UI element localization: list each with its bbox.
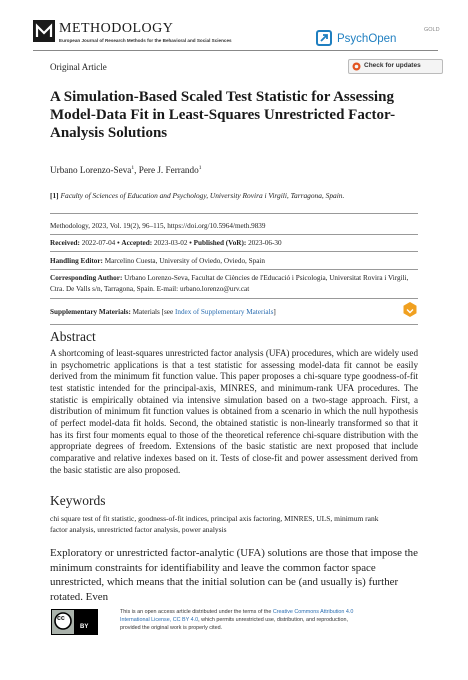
supplementary-suffix: ] bbox=[273, 308, 276, 316]
citation: Methodology, 2023, Vol. 19(2), 96–115, h… bbox=[50, 222, 266, 230]
affiliation-mark: [1] bbox=[50, 191, 59, 200]
publisher-tier: GOLD bbox=[424, 27, 440, 33]
license-prefix: This is an open access article distribut… bbox=[120, 609, 273, 615]
corresponding-author-value: Urbano Lorenzo-Seva, Facultat de Cièncie… bbox=[50, 274, 409, 293]
corresponding-author: Corresponding Author: Urbano Lorenzo-Sev… bbox=[50, 273, 420, 295]
rule bbox=[50, 234, 418, 235]
abstract-heading: Abstract bbox=[50, 329, 96, 344]
license-badge[interactable]: cc BY bbox=[51, 609, 98, 635]
license-text: This is an open access article distribut… bbox=[120, 608, 370, 632]
rule bbox=[50, 213, 418, 214]
supplementary-label: Supplementary Materials: bbox=[50, 308, 131, 316]
author-name: Urbano Lorenzo-Seva bbox=[50, 165, 132, 176]
date-label: Published (VoR): bbox=[193, 239, 247, 247]
authors: Urbano Lorenzo-Seva1, Pere J. Ferrando1 bbox=[50, 165, 201, 175]
date-label: Received: bbox=[50, 239, 80, 247]
corresponding-author-label: Corresponding Author: bbox=[50, 274, 123, 282]
check-updates-label: Check for updates bbox=[364, 62, 421, 69]
affiliation: [1] Faculty of Sciences of Education and… bbox=[50, 191, 344, 201]
journal-logo-icon bbox=[33, 20, 55, 42]
license-link[interactable]: Creative Commons Attribution 4.0 Interna… bbox=[120, 609, 354, 623]
check-updates-button[interactable]: Check for updates bbox=[348, 59, 443, 74]
rule bbox=[50, 269, 418, 270]
license-cc-label: cc bbox=[57, 615, 65, 622]
rule bbox=[50, 324, 418, 325]
license-suffix: , which permits unrestricted use, distri… bbox=[120, 617, 348, 631]
publisher-logo-icon bbox=[316, 30, 332, 46]
supplementary-prefix: Materials [see bbox=[132, 308, 175, 316]
handling-editor-label: Handling Editor: bbox=[50, 257, 103, 265]
date-value: 2023-06-30 bbox=[248, 239, 282, 247]
rule bbox=[50, 298, 418, 299]
affiliation-text: Faculty of Sciences of Education and Psy… bbox=[60, 191, 345, 200]
header-rule bbox=[33, 50, 438, 51]
article-type: Original Article bbox=[50, 62, 107, 72]
author-separator: , bbox=[134, 165, 139, 176]
date-separator: • bbox=[189, 239, 192, 247]
author-affiliation-mark: 1 bbox=[131, 165, 135, 171]
date-label: Accepted: bbox=[121, 239, 153, 247]
article-title: A Simulation-Based Scaled Test Statistic… bbox=[50, 89, 396, 141]
date-value: 2022-07-04 bbox=[81, 239, 116, 247]
license-by-block bbox=[74, 610, 97, 634]
date-value: 2023-03-02 bbox=[153, 239, 188, 247]
supplementary-icon bbox=[403, 302, 417, 317]
publisher-name: PsychOpen bbox=[337, 33, 397, 45]
supplementary: Supplementary Materials: Materials [see … bbox=[50, 307, 276, 317]
author-name: Pere J. Ferrando bbox=[138, 165, 199, 176]
rule bbox=[50, 251, 418, 252]
handling-editor-value: Marcelino Cuesta, University of Oviedo, … bbox=[104, 257, 266, 265]
check-updates-icon bbox=[352, 62, 361, 71]
date-separator: • bbox=[117, 239, 120, 247]
author-affiliation-mark: 1 bbox=[198, 165, 202, 171]
license-by-label: BY bbox=[80, 624, 89, 630]
supplementary-link[interactable]: Index of Supplementary Materials bbox=[174, 308, 274, 316]
dates: Received: 2022-07-04 • Accepted: 2023-03… bbox=[50, 238, 282, 248]
license-cc-icon bbox=[54, 612, 72, 630]
abstract-text: A shortcoming of least-squares unrestric… bbox=[50, 348, 418, 475]
body-paragraph: Exploratory or unrestricted factor-analy… bbox=[50, 547, 418, 603]
keywords-text: chi square test of fit statistic, goodne… bbox=[50, 514, 379, 534]
journal-subtitle: European Journal of Research Methods for… bbox=[59, 38, 232, 43]
handling-editor: Handling Editor: Marcelino Cuesta, Unive… bbox=[50, 256, 265, 266]
journal-name: METHODOLOGY bbox=[59, 21, 174, 36]
keywords-heading: Keywords bbox=[50, 493, 106, 508]
